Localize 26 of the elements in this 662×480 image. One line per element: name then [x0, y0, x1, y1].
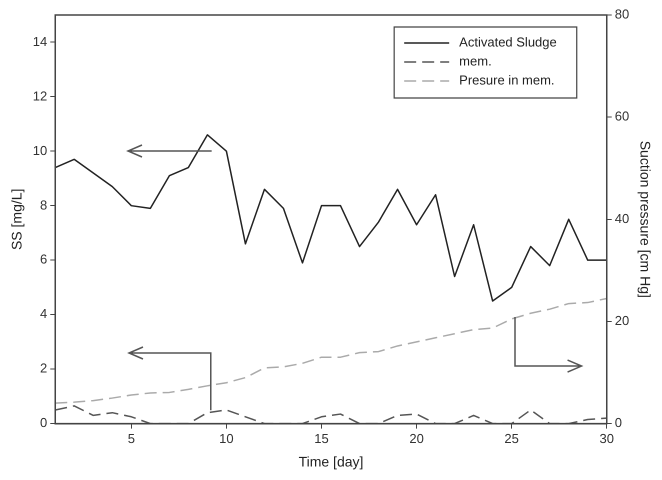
x-tick-label: 25	[504, 430, 519, 446]
y-tick-label: 0	[40, 415, 48, 430]
x-tick-label: 15	[314, 430, 329, 446]
y2-tick-label: 40	[614, 210, 630, 226]
y-tick-label: 8	[40, 197, 48, 212]
legend-label: Presure in mem.	[459, 72, 555, 88]
x-axis-title: Time [day]	[298, 453, 364, 470]
y-axis-title: SS [mg/L]	[8, 188, 24, 250]
y-tick-label: 12	[32, 88, 48, 104]
y-tick-label: 6	[40, 252, 48, 267]
line-series	[55, 298, 607, 404]
legend-label: mem.	[459, 54, 492, 69]
y-tick-label: 2	[40, 360, 48, 376]
legend-label: Activated Sludge	[459, 34, 557, 50]
y2-tick-label: 0	[614, 415, 622, 430]
y2-tick-label: 60	[614, 108, 630, 124]
y-tick-label: 4	[40, 306, 48, 322]
y2-tick-label: 80	[614, 6, 630, 22]
y-tick-label: 14	[32, 34, 48, 49]
x-tick-label: 10	[219, 430, 234, 446]
y2-tick-label: 20	[614, 313, 630, 328]
y2-axis-title: Suction pressure [cm Hg]	[638, 140, 654, 298]
x-tick-label: 30	[600, 430, 614, 446]
x-tick-label: 5	[128, 430, 135, 446]
y-tick-label: 10	[32, 142, 48, 158]
x-tick-label: 20	[409, 430, 424, 446]
